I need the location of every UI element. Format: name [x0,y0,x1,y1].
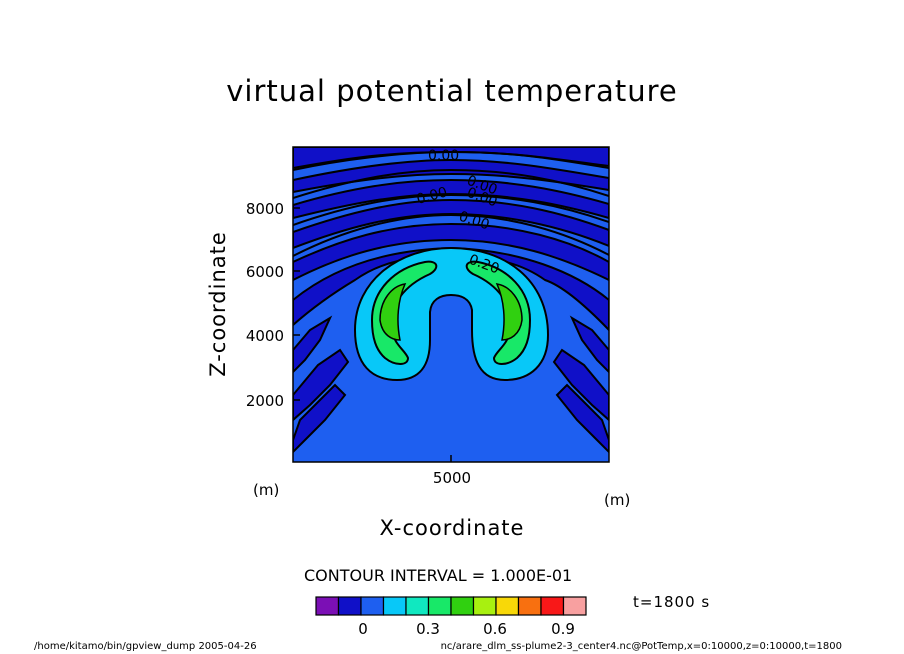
colorbar-swatch [382,596,407,616]
colorbar-swatch [360,596,385,616]
x-axis-label: X-coordinate [379,516,525,540]
y-tick-label: 2000 [246,392,284,410]
y-tick-label: 6000 [246,263,284,281]
colorbar-swatch [540,596,565,616]
y-tick-label: 4000 [246,327,284,345]
colorbar-swatch [405,596,430,616]
colorbar-tick-label: 0 [358,620,368,638]
contour-label: 0.00 [428,148,459,164]
y-unit-label: (m) [253,481,280,499]
y-tick-labels: 8000 6000 4000 2000 [246,200,284,410]
contour-label: 0.00 [415,184,449,208]
x-unit-label: (m) [604,491,631,509]
colorbar [315,596,587,616]
colorbar-swatch [562,596,587,616]
contour-field [293,147,609,462]
colorbar-swatch [450,596,475,616]
footer-left-text: /home/kitamo/bin/gpview_dump 2005-04-26 [34,641,257,652]
y-tick-label: 8000 [246,200,284,218]
footer-right-text: nc/arare_dlm_ss-plume2-3_center4.nc@PotT… [440,641,842,652]
colorbar-tick-label: 0.6 [483,620,507,638]
colorbar-tick-label: 0.3 [416,620,440,638]
time-label: t=1800 s [633,593,711,611]
x-tick-label: 5000 [433,469,471,487]
colorbar-swatch [495,596,520,616]
colorbar-swatch [427,596,452,616]
colorbar-tick-labels: 0 0.3 0.6 0.9 [358,620,575,638]
y-axis-label: Z-coordinate [206,231,230,377]
colorbar-swatch [337,596,362,616]
y-axis-ticks [293,207,452,462]
contour-lines [293,150,609,257]
chart-title: virtual potential temperature [226,74,678,108]
colorbar-swatch [472,596,497,616]
colorbar-swatch [315,596,340,616]
contour-interval-label: CONTOUR INTERVAL = 1.000E-01 [304,566,573,585]
colorbar-tick-label: 0.9 [551,620,575,638]
colorbar-swatch [517,596,542,616]
